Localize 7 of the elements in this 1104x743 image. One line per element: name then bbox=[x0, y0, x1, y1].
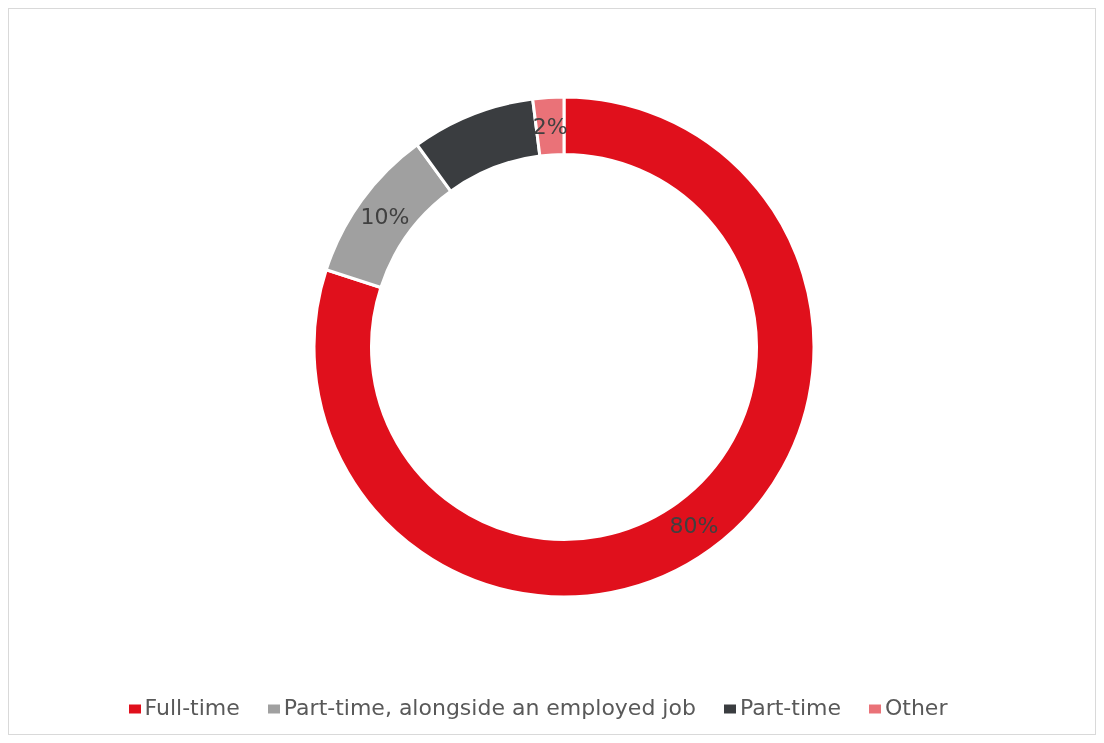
donut-slice bbox=[312, 95, 816, 599]
data-label: 80% bbox=[669, 513, 719, 539]
data-label: 10% bbox=[360, 204, 410, 230]
legend-label: Other bbox=[884, 695, 948, 720]
legend-label: Full-time bbox=[144, 695, 240, 720]
legend-label: Part-time bbox=[739, 695, 841, 720]
legend-label: Part-time, alongside an employed job bbox=[283, 695, 696, 720]
